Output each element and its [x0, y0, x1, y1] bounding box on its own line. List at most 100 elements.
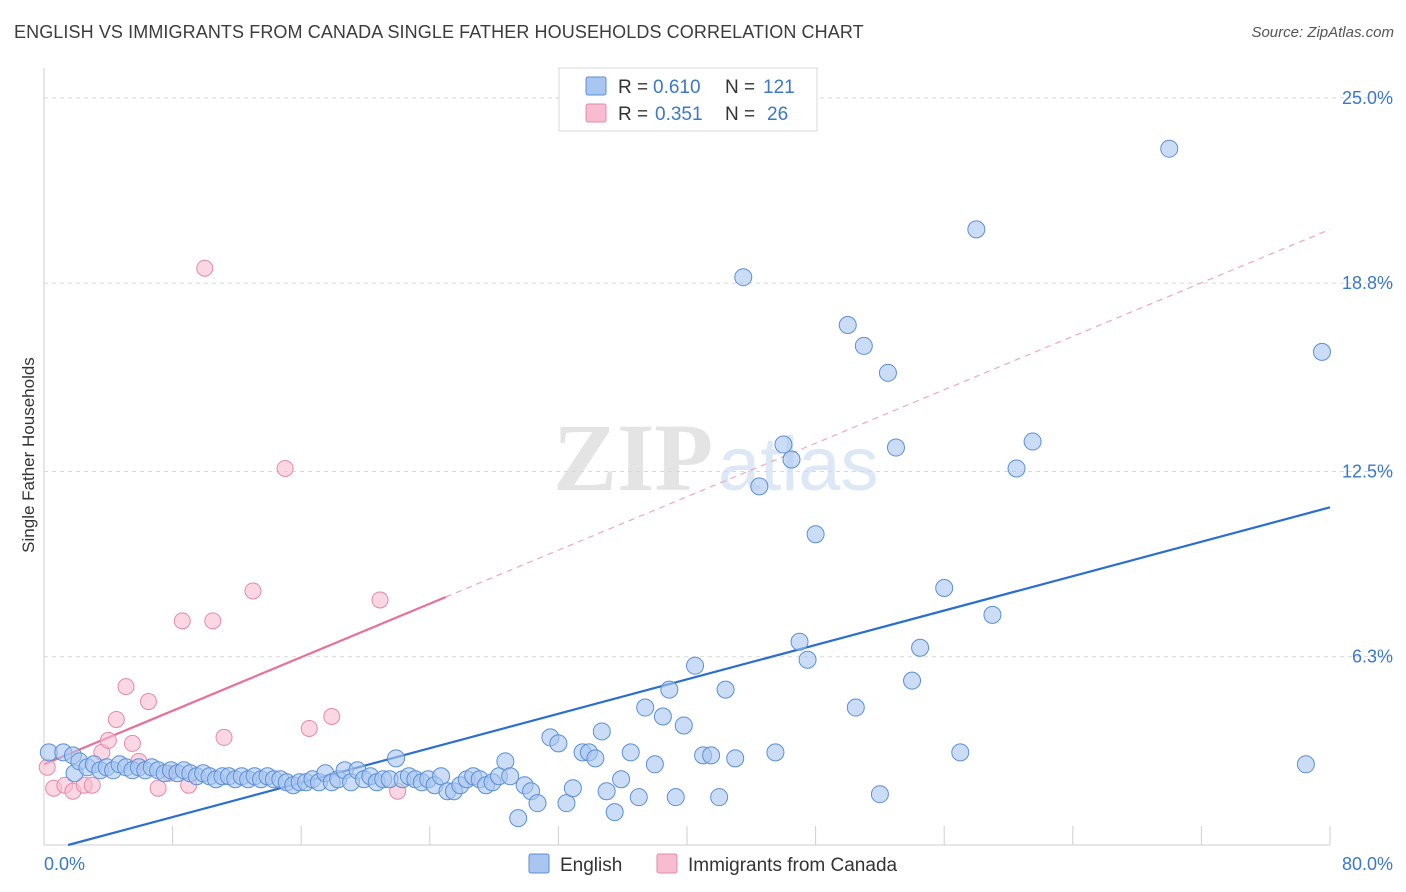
- canada-point: [371, 591, 389, 609]
- english-point: [846, 698, 865, 717]
- y-tick-label: 18.8%: [1342, 273, 1393, 293]
- english-point: [660, 680, 679, 699]
- english-point: [886, 438, 905, 457]
- legend-canada-r-label: R =: [618, 104, 648, 125]
- english-point: [1296, 755, 1315, 774]
- english-point: [563, 779, 582, 798]
- chart-source: Source: ZipAtlas.com: [1251, 24, 1394, 41]
- correlation-legend: R = 0.610 N = 121 R = 0.351 N = 26: [558, 67, 818, 132]
- y-axis-label: Single Father Households: [19, 357, 38, 553]
- bottom-legend-english-swatch: [528, 853, 550, 874]
- english-point: [710, 788, 729, 807]
- english-point: [702, 746, 721, 765]
- chart-title: ENGLISH VS IMMIGRANTS FROM CANADA SINGLE…: [14, 22, 864, 42]
- canada-point: [300, 719, 318, 737]
- english-point: [870, 785, 889, 804]
- bottom-legend-canada-swatch: [656, 853, 678, 874]
- legend-english-n-value: 121: [763, 77, 795, 98]
- english-point: [983, 605, 1002, 624]
- english-point: [549, 734, 568, 753]
- canada-point: [123, 734, 141, 752]
- legend-english-r-label: R =: [618, 77, 648, 98]
- canada-point: [149, 779, 167, 797]
- english-point: [806, 525, 825, 544]
- english-point: [951, 743, 970, 762]
- y-tick-label: 6.3%: [1352, 647, 1393, 667]
- canada-trend-extension: [445, 228, 1331, 598]
- gridlines: [44, 97, 1390, 658]
- english-point: [557, 794, 576, 813]
- english-point: [854, 336, 873, 355]
- watermark-zip: ZIP: [553, 404, 713, 511]
- english-point: [734, 268, 753, 287]
- x-axis-ticks: [172, 826, 1331, 845]
- trend-lines: [43, 228, 1331, 847]
- canada-point: [276, 459, 294, 477]
- english-point: [911, 638, 930, 657]
- english-point: [666, 788, 685, 807]
- english-point: [686, 656, 705, 675]
- english-point: [1312, 342, 1331, 361]
- english-point: [653, 707, 672, 726]
- watermark: ZIP atlas: [553, 404, 879, 511]
- y-tick-label: 12.5%: [1342, 461, 1393, 481]
- english-point: [1160, 139, 1179, 158]
- canada-point: [107, 710, 125, 728]
- canada-point: [204, 612, 222, 630]
- english-point: [621, 743, 640, 762]
- english-point: [750, 477, 769, 496]
- english-trend-line: [67, 506, 1331, 847]
- series-english-points: [39, 139, 1331, 828]
- legend-canada-r-value: 0.351: [655, 104, 703, 125]
- english-point: [790, 632, 809, 651]
- canada-point: [215, 728, 233, 746]
- english-point: [903, 671, 922, 690]
- bottom-legend-canada-label: Immigrants from Canada: [688, 855, 898, 876]
- english-point: [592, 722, 611, 741]
- english-point: [629, 788, 648, 807]
- english-point: [838, 316, 857, 335]
- english-point: [612, 770, 631, 789]
- english-point: [605, 803, 624, 822]
- english-point: [878, 363, 897, 382]
- english-point: [645, 755, 664, 774]
- canada-point: [323, 707, 341, 725]
- y-axis-label-wrap: Single Father Households: [10, 200, 44, 710]
- english-point: [766, 743, 785, 762]
- english-point: [387, 749, 406, 768]
- legend-english-swatch: [585, 76, 607, 96]
- english-point: [509, 809, 528, 828]
- canada-point: [99, 731, 117, 749]
- english-point: [967, 220, 986, 239]
- english-point: [496, 752, 515, 771]
- canada-point: [83, 776, 101, 794]
- english-point: [935, 578, 954, 597]
- english-point: [501, 767, 520, 786]
- english-point: [586, 749, 605, 768]
- y-axis-tick-labels: 6.3% 12.5% 18.8% 25.0%: [1342, 88, 1393, 667]
- x-axis-tick-labels: 0.0% 80.0%: [44, 854, 1393, 874]
- series-canada-points: [38, 259, 407, 800]
- x-tick-label: 80.0%: [1342, 854, 1393, 874]
- english-point: [1007, 459, 1026, 478]
- legend-canada-n-label: N =: [725, 104, 755, 125]
- english-point: [798, 650, 817, 669]
- english-point: [432, 767, 451, 786]
- canada-point: [196, 259, 214, 277]
- canada-point: [117, 678, 135, 696]
- legend-english-r-value: 0.610: [653, 77, 701, 98]
- canada-point: [173, 612, 191, 630]
- canada-point: [244, 582, 262, 600]
- english-point: [726, 749, 745, 768]
- english-point: [674, 716, 693, 735]
- series-legend: English Immigrants from Canada: [528, 853, 898, 876]
- english-point: [716, 680, 735, 699]
- canada-point: [139, 693, 157, 711]
- bottom-legend-english-label: English: [560, 855, 622, 876]
- x-tick-label: 0.0%: [44, 854, 85, 874]
- english-point: [774, 435, 793, 454]
- legend-canada-swatch: [585, 103, 607, 123]
- canada-point: [38, 758, 56, 776]
- english-point: [782, 450, 801, 469]
